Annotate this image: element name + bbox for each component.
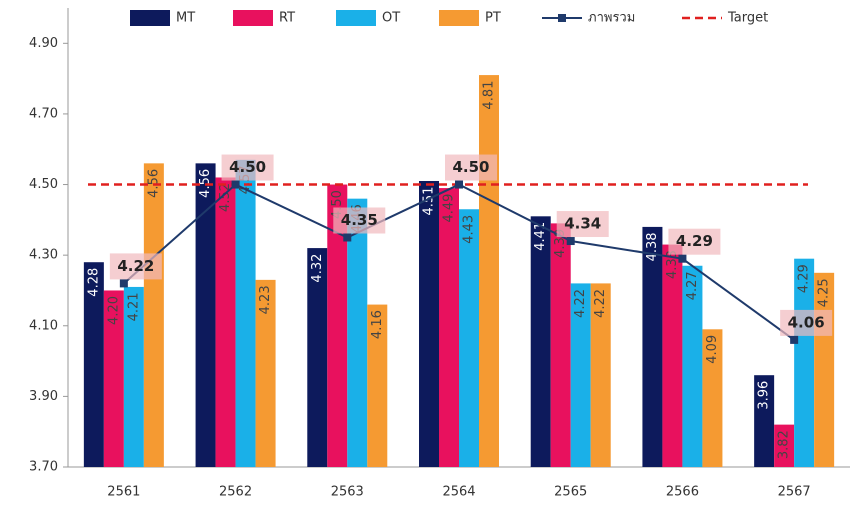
- y-tick-label: 4.90: [29, 36, 58, 51]
- line-label: 4.22: [117, 257, 154, 275]
- bar: [530, 216, 551, 467]
- bar: [774, 424, 795, 467]
- line-marker: [231, 180, 240, 189]
- label-bg: [556, 211, 609, 238]
- bar: [662, 244, 683, 467]
- label-bg: [780, 309, 833, 336]
- bar-label: 4.32: [310, 254, 325, 283]
- bar-label: 3.82: [777, 430, 792, 459]
- line-label: 4.35: [341, 211, 378, 229]
- bar-label: 4.22: [593, 289, 608, 318]
- bar-label: 4.09: [705, 335, 720, 364]
- legend-swatch: [558, 14, 566, 22]
- legend-swatch: [439, 10, 479, 26]
- bar: [103, 290, 124, 467]
- bar: [235, 159, 256, 468]
- bar: [307, 248, 328, 467]
- y-tick-label: 4.50: [29, 177, 58, 192]
- x-tick-label: 2562: [219, 485, 252, 500]
- bar: [682, 265, 703, 467]
- legend-label: Target: [727, 11, 768, 26]
- bar: [327, 184, 348, 468]
- bar-label: 4.43: [462, 215, 477, 244]
- label-bg: [109, 253, 162, 280]
- bar: [419, 181, 439, 467]
- y-tick-label: 3.70: [29, 460, 58, 475]
- line-label: 4.06: [788, 313, 825, 331]
- bar-label: 3.96: [757, 381, 772, 410]
- label-bg: [333, 207, 386, 234]
- legend-swatch: [130, 10, 170, 26]
- x-tick-label: 2561: [107, 485, 140, 500]
- label-bg: [221, 154, 274, 181]
- legend-swatch: [336, 10, 376, 26]
- line-label: 4.29: [676, 232, 713, 250]
- bar: [143, 163, 164, 467]
- line-marker: [678, 254, 687, 263]
- bar: [347, 198, 368, 467]
- bar: [754, 375, 775, 467]
- bar-label: 4.27: [685, 271, 700, 300]
- bar-label: 4.81: [482, 81, 497, 110]
- bar-label: 4.49: [442, 194, 457, 223]
- y-tick-label: 4.70: [29, 106, 58, 121]
- legend-label: PT: [485, 11, 501, 26]
- bar: [83, 262, 104, 467]
- bar-label: 4.20: [106, 296, 121, 325]
- x-tick-label: 2565: [554, 485, 587, 500]
- bar-label: 4.41: [533, 222, 548, 251]
- line-marker: [455, 180, 463, 189]
- bar-label: 4.29: [797, 264, 812, 293]
- bar-label: 4.22: [573, 289, 588, 318]
- line-marker: [790, 335, 799, 344]
- bar-label: 4.51: [422, 187, 437, 216]
- bar: [459, 209, 479, 467]
- line-marker: [119, 279, 128, 288]
- bar: [550, 223, 571, 467]
- bar: [439, 188, 459, 468]
- bar-label: 4.21: [126, 292, 141, 321]
- bar: [642, 226, 663, 467]
- bar-label: 4.28: [86, 268, 101, 297]
- bar-label: 4.38: [645, 232, 660, 261]
- label-bg: [668, 228, 721, 255]
- legend-label: ภาพรวม: [588, 11, 635, 26]
- x-tick-label: 2564: [442, 485, 475, 500]
- label-bg: [445, 154, 497, 181]
- x-tick-label: 2566: [666, 485, 699, 500]
- bar: [570, 283, 591, 467]
- bar: [215, 177, 236, 467]
- x-tick-label: 2563: [331, 485, 364, 500]
- bar: [367, 304, 388, 467]
- legend-label: MT: [176, 11, 195, 26]
- y-tick-label: 4.10: [29, 318, 58, 333]
- line-label: 4.34: [564, 215, 601, 233]
- legend-label: OT: [382, 11, 400, 26]
- x-tick-label: 2567: [778, 485, 811, 500]
- line-marker: [566, 237, 575, 246]
- y-tick-label: 4.30: [29, 248, 58, 263]
- bar: [590, 283, 611, 467]
- bar: [123, 286, 144, 467]
- bar: [479, 75, 499, 467]
- bar: [195, 163, 216, 467]
- bar: [702, 329, 723, 467]
- legend-label: RT: [279, 11, 295, 26]
- bar-label: 4.16: [370, 310, 385, 339]
- bar-label: 4.23: [258, 285, 273, 314]
- legend-swatch: [233, 10, 273, 26]
- bar: [255, 279, 276, 467]
- line-marker: [343, 233, 352, 242]
- line-label: 4.50: [452, 158, 489, 176]
- line-label: 4.50: [229, 158, 266, 176]
- bar-label: 4.25: [817, 278, 832, 307]
- y-tick-label: 3.90: [29, 389, 58, 404]
